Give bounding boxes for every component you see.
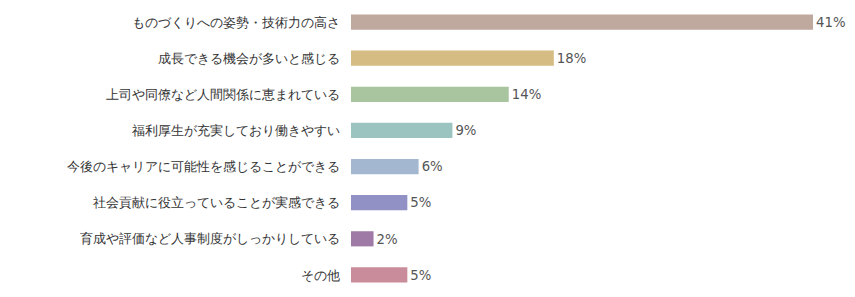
- svg-text:41%: 41%: [816, 15, 846, 30]
- svg-text:育成や評価など人事制度がしっかりしている: 育成や評価など人事制度がしっかりしている: [80, 231, 340, 246]
- svg-text:18%: 18%: [557, 51, 587, 66]
- svg-text:5%: 5%: [410, 268, 431, 283]
- svg-text:5%: 5%: [410, 195, 431, 210]
- svg-text:ものづくりへの姿勢・技術力の高さ: ものづくりへの姿勢・技術力の高さ: [132, 15, 340, 30]
- svg-text:その他: その他: [301, 267, 340, 282]
- svg-text:成長できる機会が多いと感じる: 成長できる機会が多いと感じる: [158, 51, 340, 66]
- svg-text:上司や同僚など人間関係に恵まれている: 上司や同僚など人間関係に恵まれている: [106, 87, 340, 102]
- svg-text:14%: 14%: [512, 87, 542, 102]
- svg-text:今後のキャリアに可能性を感じることができる: 今後のキャリアに可能性を感じることができる: [67, 159, 340, 174]
- svg-text:2%: 2%: [377, 232, 398, 247]
- svg-text:9%: 9%: [455, 123, 476, 138]
- svg-text:6%: 6%: [422, 159, 443, 174]
- svg-text:福利厚生が充実しており働きやすい: 福利厚生が充実しており働きやすい: [132, 123, 340, 138]
- svg-text:社会貢献に役立っていることが実感できる: 社会貢献に役立っていることが実感できる: [93, 195, 340, 210]
